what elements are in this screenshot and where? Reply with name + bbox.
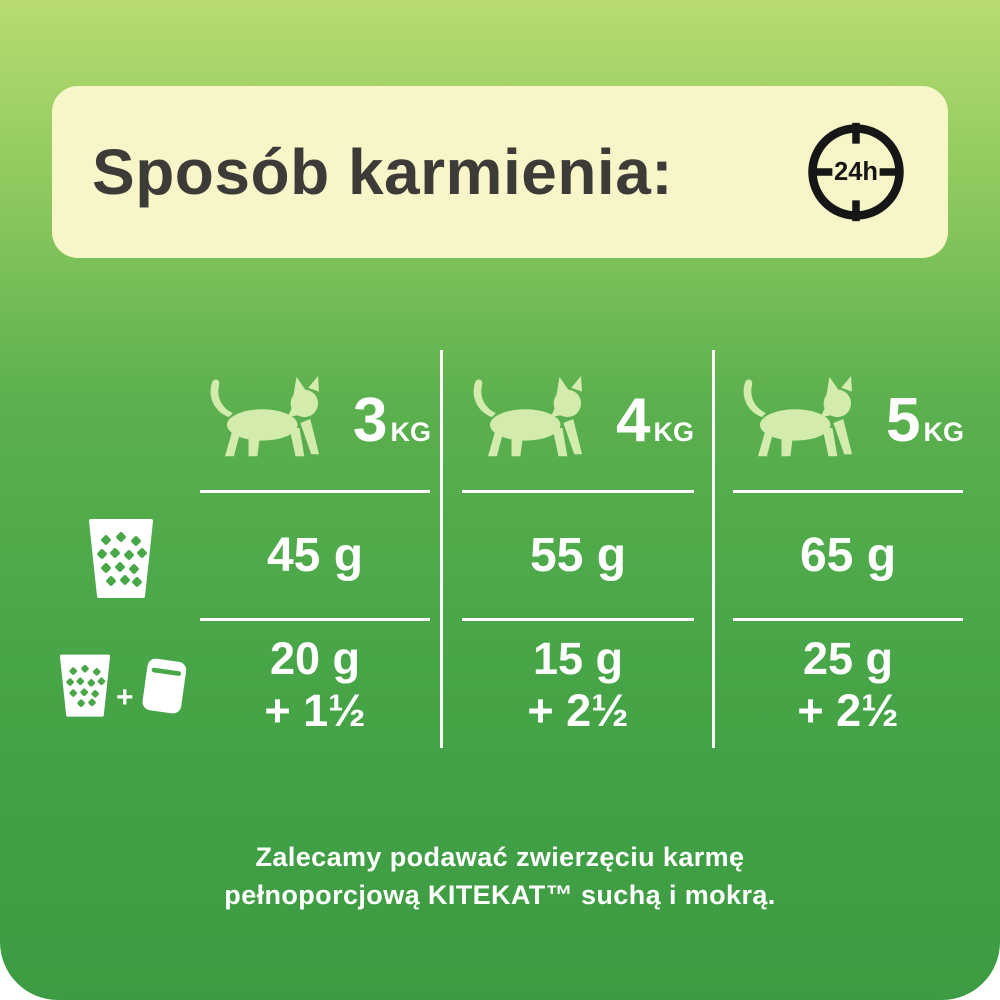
weight-column-5kg: 5 KG 65 g 25 g + 2½ [732,352,964,748]
cat-silhouette-icon [199,374,347,468]
cat-weight-value: 5 [886,386,921,455]
mixed-dry-amount-value: 20 g [269,632,361,684]
page-title: Sposób karmienia: [92,136,674,208]
dry-food-row: 65 g [733,493,963,618]
cat-silhouette-icon [732,374,880,468]
mixed-food-row: 25 g + 2½ [733,621,963,748]
cat-weight-unit: KG [653,417,694,447]
cat-silhouette-icon [462,374,610,468]
weight-column-4kg: 4 KG 55 g 15 g + 2½ [462,352,694,748]
mixed-feeding-icons: + [56,652,190,725]
footer-note-line2: pełnoporcjową KITEKAT™ suchą i mokrą. [224,880,776,910]
dry-amount-value: 55 g [529,529,627,582]
clock-24h-icon: 24h [808,122,904,222]
mixed-pouch-count-value: + 2½ [797,684,899,736]
plus-sign: + [116,681,134,714]
clock-label: 24h [834,158,878,186]
footer-note-line1: Zalecamy podawać zwierzęciu karmę [255,842,745,872]
dry-amount-value: 65 g [799,529,897,582]
column-separator [440,350,443,748]
column-separator [712,350,715,748]
weight-column-3kg: 3 KG 45 g 20 g + 1½ [199,352,431,748]
mixed-pouch-count-value: + 1½ [264,684,366,736]
footer-note: Zalecamy podawać zwierzęciu karmę pełnop… [0,838,1000,914]
row-divider [733,490,963,493]
dry-food-cup-icon [84,516,158,607]
row-divider [462,490,694,493]
dry-food-row: 45 g [200,493,430,618]
header-card: Sposób karmienia: 24h [52,86,948,258]
wet-food-pouch-icon [133,651,194,727]
mixed-dry-amount-value: 25 g [802,632,894,684]
mixed-food-row: 20 g + 1½ [200,621,430,748]
row-divider [200,490,430,493]
cat-weight-unit: KG [390,417,432,447]
cat-weight-row: 5 KG [732,352,964,490]
cat-weight-label: 5 KG [886,390,964,452]
mixed-dry-amount-value: 15 g [532,632,624,684]
mixed-pouch-count-value: + 2½ [527,684,629,736]
cat-weight-row: 4 KG [462,352,694,490]
cat-weight-value: 4 [616,386,651,455]
cat-weight-value: 3 [353,386,388,455]
dry-food-cup-small-icon [56,652,114,725]
cat-weight-row: 3 KG [199,352,431,490]
row-divider [200,618,430,621]
row-divider [462,618,694,621]
dry-amount-value: 45 g [266,529,364,582]
cat-weight-label: 4 KG [616,390,694,452]
dry-food-row: 55 g [462,493,694,618]
mixed-food-row: 15 g + 2½ [462,621,694,748]
cat-weight-label: 3 KG [353,390,431,452]
cat-weight-unit: KG [923,417,965,447]
row-divider [733,618,963,621]
